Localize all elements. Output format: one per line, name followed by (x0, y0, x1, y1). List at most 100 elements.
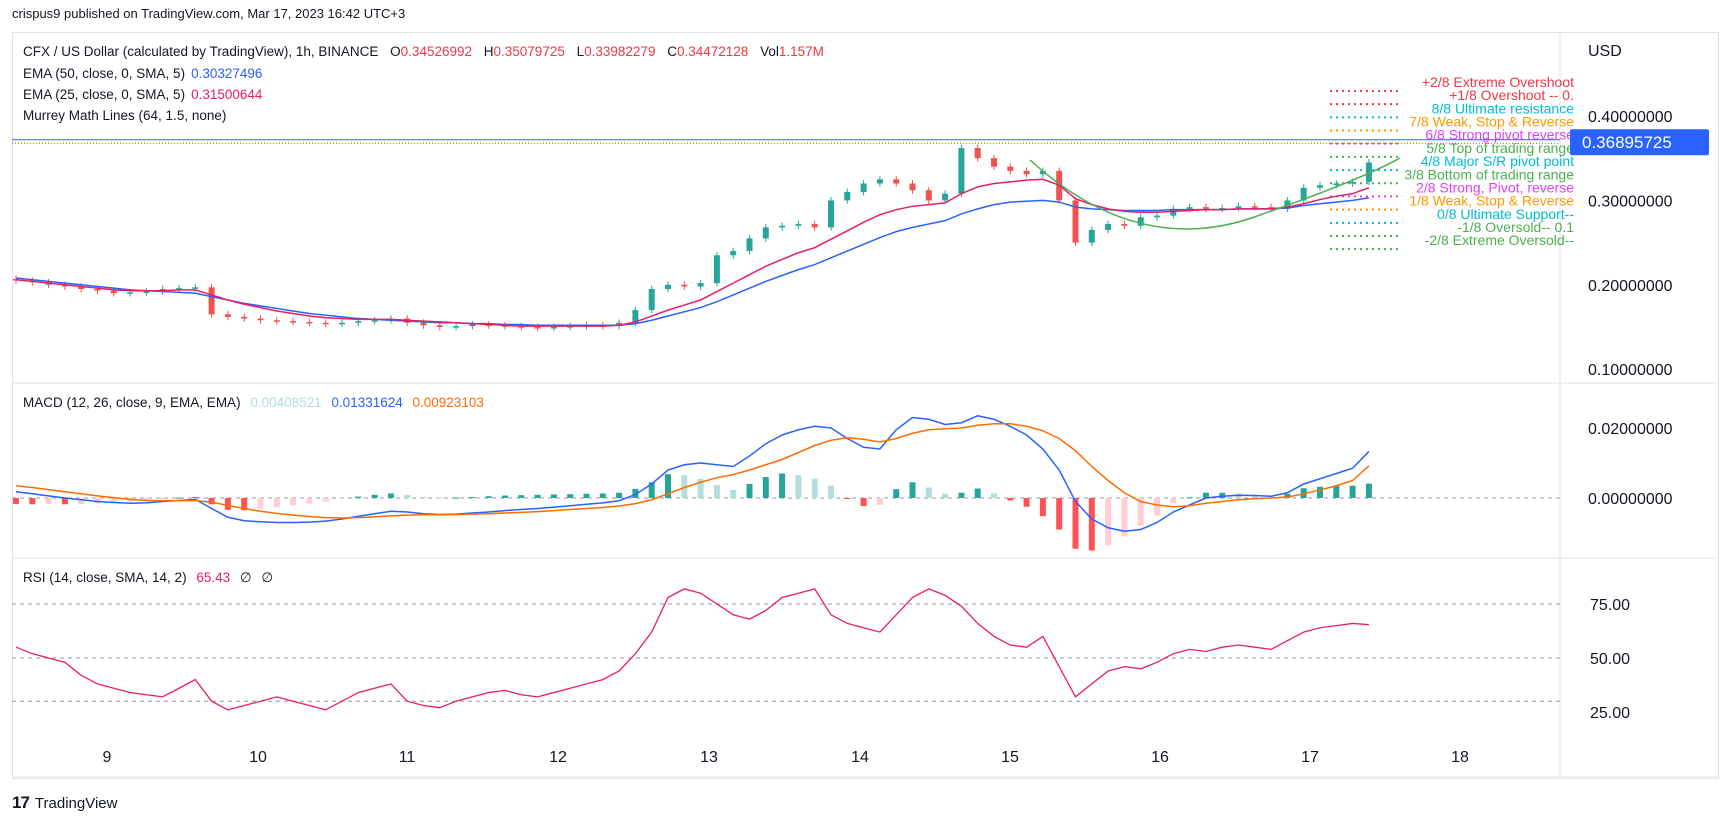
time-axis-label: 17 (1301, 749, 1319, 766)
macd-histogram-bar (1251, 494, 1258, 498)
candle (1154, 215, 1160, 218)
macd-histogram-bar (893, 489, 900, 498)
candle (1300, 187, 1307, 201)
candle (1007, 166, 1014, 171)
macd-histogram-bar (828, 485, 834, 498)
macd-histogram-bar (958, 492, 965, 498)
murrey-label: -2/8 Extreme Oversold-- (1425, 232, 1575, 248)
macd-histogram-bar (779, 473, 786, 498)
symbol-title: CFX / US Dollar (calculated by TradingVi… (23, 44, 379, 59)
macd-line-value: 0.01331624 (331, 395, 403, 410)
candle (192, 287, 199, 289)
macd-histogram-bar (518, 495, 525, 498)
macd-histogram-bar (632, 488, 639, 498)
murrey-label: 1/8 Weak, Stop & Reverse (1409, 193, 1574, 209)
candle (61, 284, 68, 287)
candle (616, 322, 623, 327)
ema50-legend[interactable]: EMA (50, close, 0, SMA, 5) 0.30327496 (23, 66, 262, 81)
low-label: L (576, 44, 585, 59)
macd-histogram-bar (1137, 498, 1144, 526)
candle (534, 327, 541, 329)
candle (1023, 170, 1030, 175)
candle (339, 322, 345, 325)
macd-histogram-bar (991, 493, 997, 498)
macd-axis-label: 0.02000000 (1588, 421, 1673, 438)
murrey-label: 7/8 Weak, Stop & Reverse (1409, 114, 1574, 130)
open-value: 0.34526992 (400, 44, 472, 59)
macd-histogram-bar (876, 498, 883, 505)
macd-histogram-bar (387, 493, 394, 498)
macd-signal-line (15, 423, 1370, 519)
macd-histogram-bar (143, 498, 150, 501)
macd-histogram-bar (550, 494, 557, 498)
macd-histogram-bar (746, 484, 753, 498)
tradingview-logo-icon: 17 (12, 793, 30, 812)
macd-histogram-bar (502, 495, 508, 498)
candle (241, 316, 248, 319)
candle (273, 320, 280, 322)
murrey-label: 5/8 Top of trading range (1426, 140, 1574, 156)
candle (958, 148, 965, 194)
low-value: 0.33982279 (584, 44, 656, 59)
time-axis-label: 15 (1001, 749, 1019, 766)
candle (1251, 206, 1258, 208)
murrey-label: -1/8 Oversold-- 0.1 (1457, 219, 1574, 235)
time-axis-label: 10 (249, 749, 267, 766)
macd-histogram-bar (1023, 498, 1030, 507)
macd-axis-label: 0.00000000 (1588, 491, 1673, 508)
macd-histogram-bar (1317, 486, 1323, 498)
macd-histogram-bar (844, 498, 851, 499)
macd-histogram-bar (29, 498, 36, 505)
rsi-legend[interactable]: RSI (14, close, SMA, 14, 2) 65.43 ∅ ∅ (23, 570, 273, 586)
macd-histogram-bar (1088, 498, 1095, 551)
murrey-label: 2/8 Strong, Pivot, reverse (1416, 179, 1574, 195)
macd-histogram-bar (176, 497, 182, 499)
murrey-label: 6/8 Strong pivot reverse (1425, 127, 1574, 143)
candle (1219, 207, 1226, 210)
macd-histogram-bar (420, 496, 427, 498)
candle (176, 288, 182, 290)
macd-histogram-bar (208, 498, 215, 505)
time-axis-label: 14 (851, 749, 869, 766)
candle (550, 327, 557, 329)
macd-histogram-bar (45, 498, 52, 505)
time-axis-label: 16 (1151, 749, 1169, 766)
macd-histogram-bar (1072, 498, 1079, 549)
candle (1365, 162, 1372, 182)
rsi-axis-label: 50.00 (1590, 651, 1630, 668)
macd-legend[interactable]: MACD (12, 26, close, 9, EMA, EMA) 0.0040… (23, 395, 484, 410)
macd-histogram-bar (1105, 498, 1112, 546)
candle (762, 227, 769, 239)
murrey-label: 0/8 Ultimate Support-- (1437, 206, 1574, 222)
macd-histogram-bar (1170, 498, 1177, 504)
candle (991, 158, 997, 167)
murrey-legend[interactable]: Murrey Math Lines (64, 1.5, none) (23, 108, 226, 123)
candle (811, 224, 818, 228)
macd-histogram-bar (1121, 498, 1128, 537)
murrey-label: 8/8 Ultimate resistance (1432, 100, 1575, 116)
macd-histogram-bar (453, 497, 460, 499)
candle (469, 324, 476, 327)
candle (795, 224, 802, 226)
ema25-legend[interactable]: EMA (25, close, 0, SMA, 5) 0.31500644 (23, 87, 262, 102)
macd-histogram-bar (339, 498, 345, 500)
macd-histogram-bar (811, 478, 818, 498)
price-axis-label: 0.20000000 (1588, 278, 1673, 295)
murrey-label: 3/8 Bottom of trading range (1404, 166, 1574, 182)
ema50-line (15, 197, 1370, 327)
tradingview-brand[interactable]: 17 TradingView (12, 793, 117, 813)
murrey-label: +2/8 Extreme Overshoot (1422, 74, 1574, 90)
candle (78, 286, 85, 290)
macd-histogram-bar (697, 478, 704, 498)
candle (420, 322, 427, 326)
candle (1072, 200, 1079, 243)
chart-frame[interactable] (12, 32, 1719, 779)
murrey-label: +1/8 Overshoot -- 0. (1449, 87, 1574, 103)
rsi-axis-label: 75.00 (1590, 597, 1630, 614)
volume-label: Vol (760, 44, 779, 59)
time-axis-label: 13 (700, 749, 718, 766)
symbol-legend[interactable]: CFX / US Dollar (calculated by TradingVi… (23, 44, 824, 59)
macd-signal-value: 0.00923103 (412, 395, 484, 410)
candle (1170, 208, 1177, 216)
